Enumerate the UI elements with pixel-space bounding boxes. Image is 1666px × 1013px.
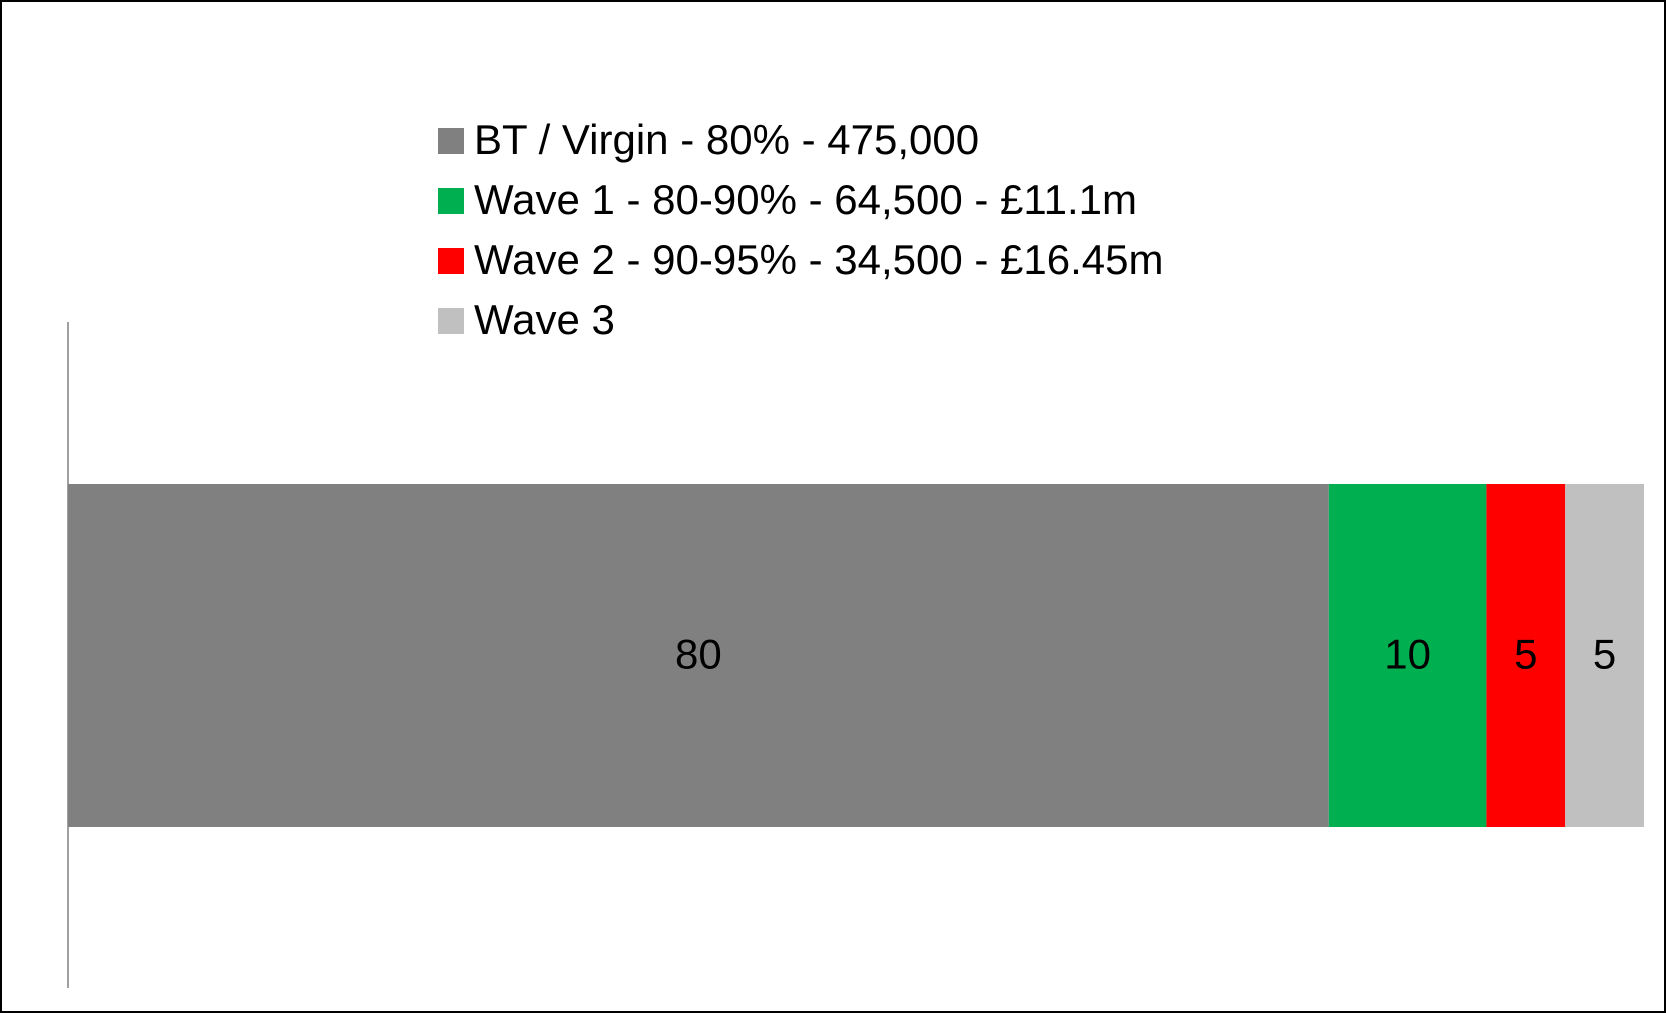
bar-segment (1328, 484, 1487, 827)
bar-segment (1565, 484, 1644, 827)
legend-swatch (438, 248, 464, 274)
legend-label: Wave 1 - 80-90% - 64,500 - £11.1m (474, 176, 1137, 223)
data-label: 5 (1514, 631, 1537, 678)
legend-swatch (438, 308, 464, 334)
legend-label: BT / Virgin - 80% - 475,000 (474, 116, 979, 163)
data-label: 5 (1593, 631, 1616, 678)
bar-segment (68, 484, 1329, 827)
legend-label: Wave 3 (474, 296, 615, 343)
bar-segment (1486, 484, 1566, 827)
data-label: 80 (675, 631, 722, 678)
data-label: 10 (1384, 631, 1431, 678)
legend-swatch (438, 188, 464, 214)
legend-label: Wave 2 - 90-95% - 34,500 - £16.45m (474, 236, 1163, 283)
legend-swatch (438, 128, 464, 154)
